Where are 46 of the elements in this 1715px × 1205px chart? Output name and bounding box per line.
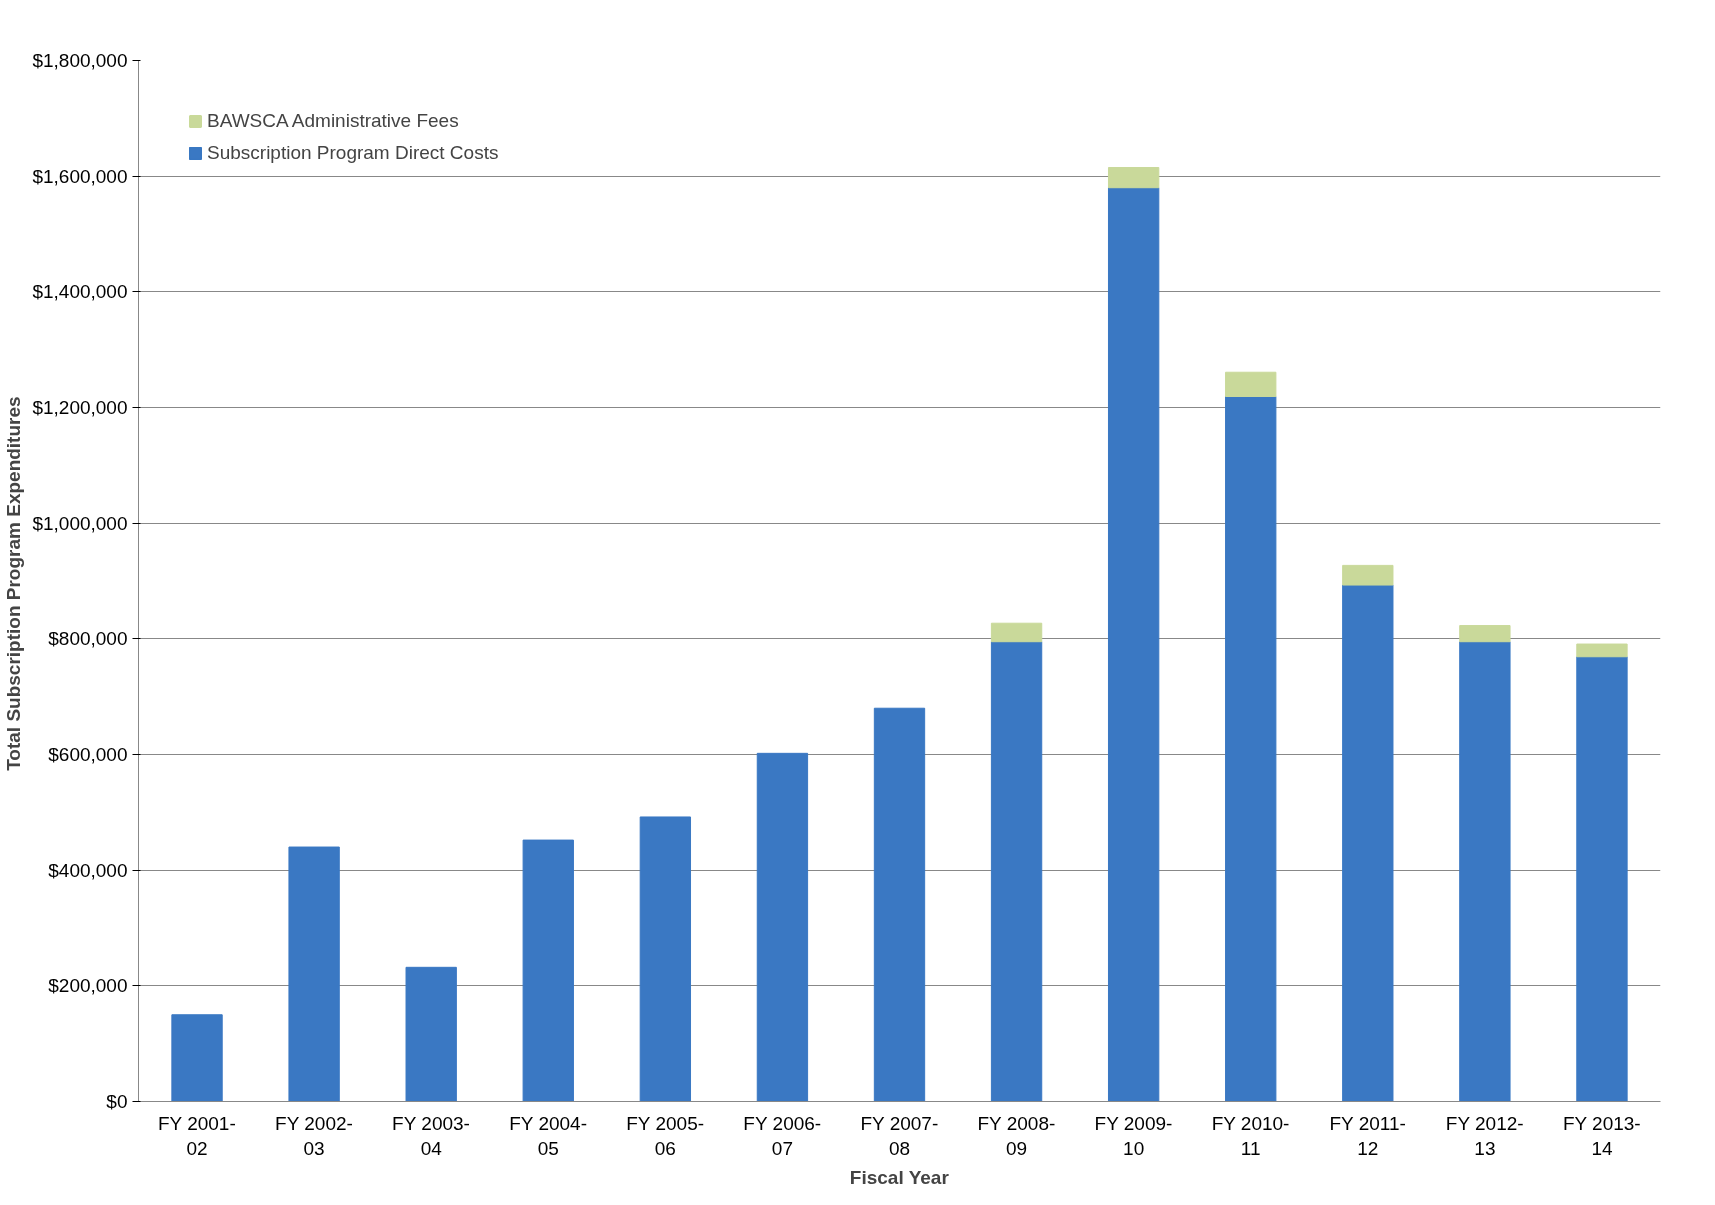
bar — [756, 752, 809, 1102]
bar — [1225, 396, 1277, 1102]
x-tick-label: FY 2009-10 — [1094, 1112, 1173, 1159]
bar — [990, 622, 1043, 643]
bar — [405, 966, 457, 1102]
bar — [1107, 166, 1160, 189]
x-tick-label: FY 2012-13 — [1445, 1112, 1524, 1159]
bar — [1576, 643, 1628, 658]
bar — [1107, 187, 1160, 1102]
x-tick-label: FY 2004-05 — [509, 1112, 588, 1159]
y-tick-label: $600,000 — [48, 744, 128, 765]
x-tick-label: FY 2003-04 — [392, 1112, 470, 1159]
x-tick-label: FY 2006-07 — [743, 1112, 822, 1159]
x-tick-label: FY 2007-08 — [860, 1112, 939, 1159]
bar — [1342, 564, 1394, 586]
bar — [288, 846, 340, 1102]
x-tick-label: FY 2010-11 — [1211, 1112, 1290, 1159]
x-tick-label: FY 2011-12 — [1329, 1112, 1406, 1159]
bar — [873, 707, 926, 1102]
bar — [1225, 371, 1277, 398]
x-tick-label: FY 2002-03 — [275, 1112, 353, 1159]
y-tick-label: $1,800,000 — [32, 50, 128, 71]
y-tick-label: $0 — [106, 1091, 128, 1112]
y-tick-label: $400,000 — [48, 859, 128, 881]
y-tick-label: $1,600,000 — [32, 165, 128, 187]
x-tick-label: FY 2005-06 — [626, 1112, 705, 1159]
bar — [990, 641, 1043, 1102]
legend-label: BAWSCA Administrative Fees — [207, 110, 459, 132]
x-tick-label: FY 2001-02 — [157, 1112, 236, 1159]
bar — [1459, 641, 1511, 1102]
bar — [1459, 625, 1511, 643]
x-tick-label: FY 2013-14 — [1562, 1112, 1641, 1159]
y-tick-label: $1,400,000 — [32, 281, 128, 303]
legend-label: Subscription Program Direct Costs — [207, 142, 499, 164]
bar — [1576, 656, 1628, 1102]
bar — [639, 816, 692, 1102]
y-tick-label: $1,000,000 — [32, 512, 128, 534]
bar — [171, 1014, 223, 1102]
y-tick-label: $1,200,000 — [32, 397, 128, 418]
x-tick-label: FY 2008-09 — [977, 1112, 1056, 1159]
y-axis-title: Total Subscription Program Expenditures — [3, 396, 25, 771]
y-tick-label: $800,000 — [48, 628, 128, 650]
bar — [522, 839, 574, 1102]
bar — [1342, 584, 1394, 1102]
y-tick-label: $200,000 — [48, 975, 128, 997]
x-axis-title: Fiscal Year — [849, 1166, 950, 1188]
